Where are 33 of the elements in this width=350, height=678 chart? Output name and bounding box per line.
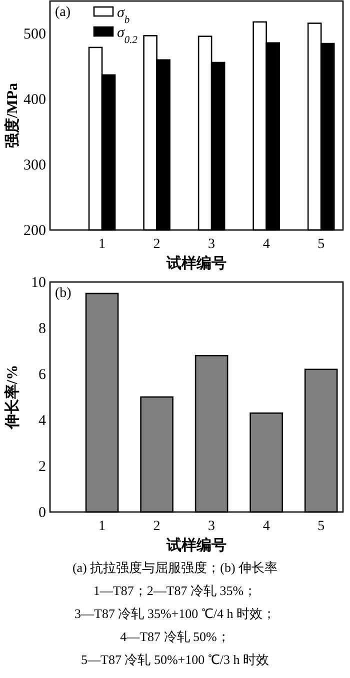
text: 4—T87 冷轧 50%； xyxy=(120,629,230,644)
legend-label: σ$_{b}$ xyxy=(117,5,130,26)
x-tick-label: 4 xyxy=(262,237,270,252)
y-tick-label: 4 xyxy=(38,413,46,429)
x-axis-title: 试样编号 xyxy=(166,537,226,554)
y-tick-label: 6 xyxy=(38,367,46,383)
y-tick-label: 300 xyxy=(24,158,46,174)
y-tick-label: 8 xyxy=(38,321,46,337)
y-axis-title: 强度/MPa xyxy=(3,82,21,148)
y-axis-title: 伸长率/% xyxy=(3,364,21,430)
x-tick-label: 1 xyxy=(98,237,106,252)
x-tick-label: 5 xyxy=(318,519,325,534)
text: (a) 抗拉强度与屈服强度；(b) 伸长率 xyxy=(72,560,278,575)
x-tick-label: 4 xyxy=(262,519,270,534)
text: 5—T87 冷轧 50%+100 ℃/3 h 时效 xyxy=(81,652,269,667)
legend-label: σ$_{0.2}$ xyxy=(117,25,138,46)
y-tick-label: 200 xyxy=(24,223,46,239)
x-tick-label: 3 xyxy=(208,519,216,534)
x-tick-label: 2 xyxy=(153,237,160,252)
y-tick-label: 400 xyxy=(24,92,46,108)
x-tick-label: 2 xyxy=(153,519,160,534)
x-tick-label: 3 xyxy=(208,237,216,252)
y-tick-label: 0 xyxy=(38,505,46,521)
y-tick-label: 500 xyxy=(24,26,46,43)
chart-title: (a) xyxy=(55,5,71,20)
x-tick-label: 5 xyxy=(318,237,325,252)
y-tick-label: 10 xyxy=(31,275,46,291)
chart-title: (b) xyxy=(55,286,72,301)
x-axis-title: 试样编号 xyxy=(166,255,226,272)
text: 1—T87；2—T87 冷轧 35%； xyxy=(93,583,257,598)
text: 3—T87 冷轧 35%+100 ℃/4 h 时效； xyxy=(74,606,276,621)
x-tick-label: 1 xyxy=(98,519,106,534)
y-tick-label: 2 xyxy=(38,459,46,475)
